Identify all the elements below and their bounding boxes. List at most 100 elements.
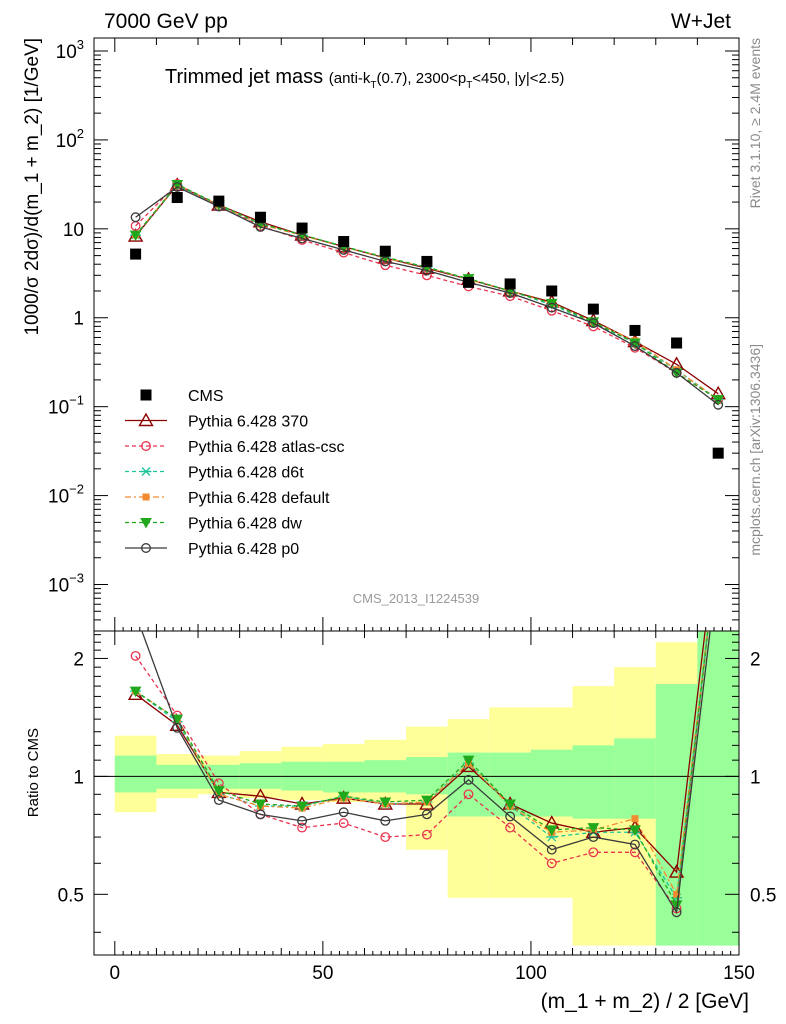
- point-pythia-6-428-p0: [630, 341, 640, 352]
- ratio-point-pythia-6-428-p0: [505, 811, 516, 822]
- point-cms: [171, 192, 183, 204]
- ratio-point-pythia-6-428-p0: [546, 844, 557, 855]
- legend-marker-pythia-6-428-d6t-stroke: [141, 467, 151, 476]
- legend-label-pythia-6-428-dw: Pythia 6.428 dw: [188, 516, 302, 533]
- ratio-point-pythia-6-428-atlas-csc: [588, 847, 599, 858]
- ratio-point-pythia-6-428-atlas-csc: [463, 789, 474, 800]
- point-cms: [379, 245, 391, 257]
- point-pythia-6-428-dw: [171, 180, 184, 191]
- ratio-band-green-10: [530, 749, 573, 817]
- ratio-tick-label-right-2: 2: [750, 649, 761, 670]
- series-line-pythia-6-428-atlas-csc: [135, 183, 719, 401]
- plot-title-sub-pt: T: [466, 80, 472, 91]
- ratio-point-pythia-6-428-p0: [255, 809, 266, 820]
- ratio-point-pythia-6-428-p0: [463, 774, 474, 785]
- legend-marker-pythia-6-428-dw: [140, 518, 152, 529]
- series-line-pythia-6-428-370: [135, 184, 719, 395]
- x-tick-label-50: 50: [312, 963, 333, 984]
- process-label: W+Jet: [671, 10, 731, 33]
- legend-marker-pythia-6-428-atlas-csc: [141, 441, 151, 451]
- ratio-point-pythia-6-428-dw: [504, 799, 516, 811]
- point-pythia-6-428-p0: [130, 212, 141, 223]
- ratio-frame: [93, 630, 740, 956]
- ratio-point-pythia-6-428-dw: [212, 786, 225, 797]
- ratio-point-pythia-6-428-dw: [629, 825, 641, 836]
- legend-marker-pythia-6-428-default: [142, 493, 150, 501]
- point-cms: [712, 447, 724, 459]
- ratio-point-pythia-6-428-dw: [296, 801, 308, 813]
- ratio-point-pythia-6-428-atlas-csc: [505, 822, 516, 833]
- ratio-point-pythia-6-428-dw: [462, 755, 475, 767]
- watermark-analysis: CMS_2013_I1224539: [353, 591, 480, 606]
- plot-title-sub-c: <450, |y|<2.5): [472, 70, 564, 87]
- ratio-point-pythia-6-428-atlas-csc: [338, 818, 349, 829]
- legend-marker-cms: [140, 389, 152, 401]
- y-tick-label--2: 10−2: [48, 482, 84, 508]
- y-tick-label-exponent: 3: [77, 37, 84, 52]
- series-line-pythia-6-428-d6t: [135, 184, 719, 401]
- y-tick-label-exponent: −2: [69, 482, 84, 497]
- series-line-pythia-6-428-default: [135, 183, 719, 401]
- ratio-point-pythia-6-428-dw: [421, 795, 433, 807]
- ratio-point-pythia-6-428-dw: [254, 799, 267, 811]
- legend: CMS Pythia 6.428 370 Pythia 6.428 atlas-cs…: [125, 388, 345, 558]
- ratio-band-green-12: [614, 738, 656, 819]
- x-axis-label: (m_1 + m_2) / 2 [GeV]: [541, 990, 749, 1013]
- y-tick-label-2: 102: [56, 126, 84, 152]
- ratio-point-pythia-6-428-atlas-csc: [130, 650, 141, 661]
- rivet-version-label: Rivet 3.1.10, ≥ 2.4M events: [747, 38, 763, 208]
- y-tick-label-0: 1: [73, 309, 84, 330]
- ratio-point-pythia-6-428-dw: [379, 797, 392, 809]
- ratio-tick-label-left-0.5: 0.5: [58, 885, 84, 906]
- y-tick-label-exponent: −1: [69, 393, 84, 408]
- ratio-point-pythia-6-428-p0: [213, 795, 224, 806]
- ratio-point-pythia-6-428-p0: [421, 809, 432, 820]
- y-tick-label-base: 10: [56, 42, 77, 63]
- ratio-band-green-5: [322, 761, 365, 793]
- y-axis-label: 1000/σ 2dσ)/d(m_1 + m_2) [1/GeV]: [22, 38, 43, 336]
- point-pythia-6-428-p0: [546, 302, 557, 313]
- y-tick-label-base: 10: [56, 131, 77, 152]
- ratio-point-pythia-6-428-p0: [630, 839, 640, 850]
- y-tick-label-base: 1: [73, 309, 84, 330]
- x-tick-label-0: 0: [110, 963, 121, 984]
- ratio-point-pythia-6-428-p0: [380, 815, 391, 826]
- point-pythia-6-428-p0: [380, 256, 391, 267]
- y-tick-label-base: 10: [48, 487, 69, 508]
- ratio-line-pythia-6-428-p0: [141, 631, 711, 915]
- legend-marker-pythia-6-428-370: [138, 412, 154, 427]
- ratio-series-group: [127, 631, 711, 918]
- y-tick-label--1: 10−1: [48, 393, 84, 419]
- point-pythia-6-428-p0: [671, 367, 682, 378]
- legend-label-pythia-6-428-default: Pythia 6.428 default: [188, 490, 330, 507]
- y-tick-label-1: 10: [63, 220, 84, 241]
- ratio-line-pythia-6-428-atlas-csc: [135, 631, 709, 911]
- plot-title-sub-a: (anti-k: [329, 70, 371, 87]
- plot-title-sub-b: (0.7), 2300<p: [377, 70, 467, 87]
- point-pythia-6-428-dw: [629, 338, 641, 350]
- y-tick-label-exponent: −3: [69, 571, 84, 586]
- point-pythia-6-428-p0: [588, 318, 599, 329]
- ratio-point-pythia-6-428-p0: [297, 815, 308, 826]
- legend-marker-pythia-6-428-d6t: [140, 467, 152, 476]
- ratio-tick-label-right-1: 1: [750, 767, 761, 788]
- ratio-y-axis-label: Ratio to CMS: [25, 728, 42, 817]
- energy-label: 7000 GeV pp: [104, 10, 228, 33]
- point-cms: [296, 222, 308, 234]
- point-cms: [504, 278, 516, 290]
- point-cms: [546, 285, 558, 297]
- plot-title: Trimmed jet mass (anti-kT(0.7), 2300<pT<…: [165, 66, 564, 91]
- y-tick-label-exponent: 2: [77, 126, 84, 141]
- ratio-point-pythia-6-428-p0: [588, 832, 599, 843]
- ratio-tick-label-left-2: 2: [73, 649, 84, 670]
- ratio-point-pythia-6-428-p0: [338, 807, 349, 818]
- x-tick-label-100: 100: [515, 963, 547, 984]
- point-cms: [338, 236, 350, 248]
- point-cms: [254, 211, 266, 223]
- ratio-point-pythia-6-428-p0: [671, 907, 682, 918]
- point-cms: [130, 248, 142, 260]
- point-cms: [213, 195, 225, 207]
- ratio-point-pythia-6-428-p0: [172, 722, 183, 733]
